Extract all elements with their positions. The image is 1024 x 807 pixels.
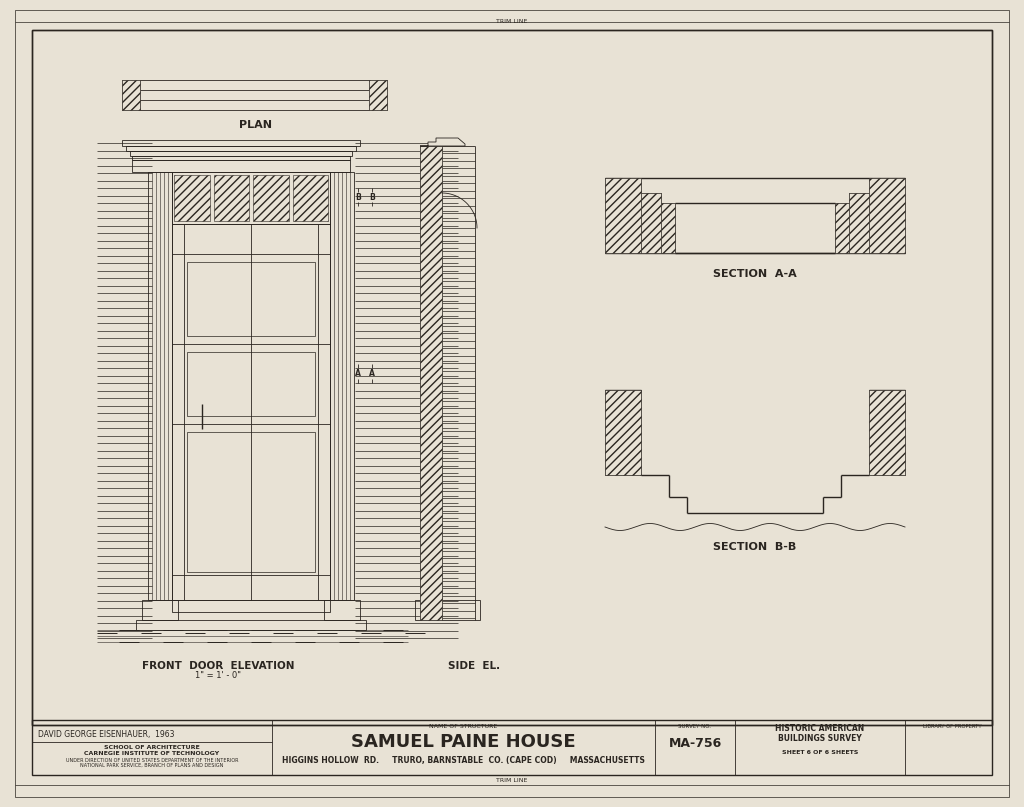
Text: HIGGINS HOLLOW  RD.     TRURO, BARNSTABLE  CO. (CAPE COD)     MASSACHUSETTS: HIGGINS HOLLOW RD. TRURO, BARNSTABLE CO.… bbox=[282, 756, 644, 765]
Bar bbox=[420, 146, 442, 620]
Bar bbox=[122, 80, 387, 110]
Bar bbox=[172, 224, 330, 600]
Text: HISTORIC AMERICAN
BUILDINGS SURVEY: HISTORIC AMERICAN BUILDINGS SURVEY bbox=[775, 724, 864, 743]
Text: SURVEY NO.: SURVEY NO. bbox=[679, 724, 712, 729]
Text: LIBRARY OF PROPERTY: LIBRARY OF PROPERTY bbox=[923, 724, 981, 729]
Bar bbox=[122, 140, 360, 146]
Bar bbox=[32, 720, 992, 775]
Bar bbox=[605, 178, 641, 253]
Text: 1" = 1' - 0": 1" = 1' - 0" bbox=[195, 671, 241, 680]
Bar bbox=[420, 146, 442, 620]
Bar bbox=[172, 172, 330, 224]
Bar bbox=[605, 390, 641, 475]
Bar bbox=[213, 175, 249, 221]
Bar bbox=[126, 146, 356, 151]
Bar bbox=[253, 175, 289, 221]
Bar bbox=[605, 390, 641, 475]
Bar bbox=[132, 160, 350, 172]
Bar bbox=[849, 193, 869, 253]
Text: CARNEGIE INSTITUTE OF TECHNOLOGY: CARNEGIE INSTITUTE OF TECHNOLOGY bbox=[84, 751, 219, 756]
Text: PLAN: PLAN bbox=[239, 120, 271, 130]
Bar bbox=[605, 178, 641, 253]
Text: SECTION  A-A: SECTION A-A bbox=[713, 269, 797, 279]
Bar bbox=[130, 151, 352, 156]
Bar bbox=[869, 178, 905, 253]
Bar bbox=[330, 172, 354, 600]
Text: DAVID GEORGE EISENHAUER,  1963: DAVID GEORGE EISENHAUER, 1963 bbox=[38, 730, 174, 738]
Text: TRIM LINE: TRIM LINE bbox=[497, 19, 527, 24]
Bar bbox=[869, 178, 905, 253]
Text: NAME OF STRUCTURE: NAME OF STRUCTURE bbox=[429, 724, 497, 729]
Bar bbox=[869, 390, 905, 475]
Bar bbox=[641, 193, 662, 253]
Bar bbox=[174, 175, 210, 221]
Text: SCHOOL OF ARCHITECTURE: SCHOOL OF ARCHITECTURE bbox=[104, 745, 200, 750]
Bar bbox=[835, 203, 849, 253]
Polygon shape bbox=[420, 138, 465, 146]
Text: SHEET 6 OF 6 SHEETS: SHEET 6 OF 6 SHEETS bbox=[781, 750, 858, 755]
Bar bbox=[148, 172, 172, 600]
Bar bbox=[293, 175, 328, 221]
Bar bbox=[32, 30, 992, 725]
Bar bbox=[172, 600, 330, 612]
Bar bbox=[835, 203, 849, 253]
Bar bbox=[32, 30, 992, 725]
Text: SECTION  B-B: SECTION B-B bbox=[714, 542, 797, 552]
Text: B: B bbox=[355, 194, 360, 203]
Bar bbox=[187, 352, 315, 416]
Bar bbox=[136, 620, 366, 630]
Bar bbox=[187, 432, 315, 572]
Text: UNDER DIRECTION OF UNITED STATES DEPARTMENT OF THE INTERIOR: UNDER DIRECTION OF UNITED STATES DEPARTM… bbox=[66, 758, 239, 763]
Bar bbox=[122, 80, 140, 110]
Bar bbox=[187, 262, 315, 336]
Bar bbox=[662, 203, 675, 253]
Bar bbox=[869, 390, 905, 475]
Text: TRIM LINE: TRIM LINE bbox=[497, 778, 527, 783]
Text: FRONT  DOOR  ELEVATION: FRONT DOOR ELEVATION bbox=[141, 661, 294, 671]
Bar bbox=[849, 193, 869, 253]
Bar bbox=[369, 80, 387, 110]
Bar bbox=[641, 193, 662, 253]
Bar bbox=[142, 600, 178, 620]
Bar bbox=[132, 156, 350, 160]
Text: A: A bbox=[369, 370, 375, 378]
Text: SIDE  EL.: SIDE EL. bbox=[449, 661, 500, 671]
Bar bbox=[324, 600, 360, 620]
Text: MA-756: MA-756 bbox=[669, 737, 722, 750]
Text: B: B bbox=[369, 194, 375, 203]
Bar bbox=[662, 203, 675, 253]
Text: A: A bbox=[355, 370, 360, 378]
Text: SAMUEL PAINE HOUSE: SAMUEL PAINE HOUSE bbox=[350, 733, 575, 751]
Bar bbox=[415, 600, 480, 620]
Text: NATIONAL PARK SERVICE, BRANCH OF PLANS AND DESIGN: NATIONAL PARK SERVICE, BRANCH OF PLANS A… bbox=[80, 763, 223, 768]
